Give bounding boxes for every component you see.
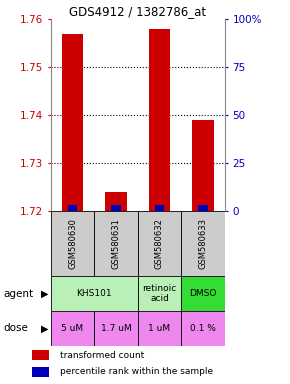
Text: 5 uM: 5 uM [61,324,84,333]
Text: transformed count: transformed count [60,351,144,360]
Text: DMSO: DMSO [189,289,217,298]
FancyBboxPatch shape [138,311,181,346]
FancyBboxPatch shape [94,211,138,276]
Text: ▶: ▶ [41,323,49,333]
Text: KHS101: KHS101 [77,289,112,298]
Text: 0.1 %: 0.1 % [190,324,216,333]
Bar [148,29,171,211]
Bar [32,367,49,377]
Text: dose: dose [3,323,28,333]
FancyBboxPatch shape [138,211,181,276]
Title: GDS4912 / 1382786_at: GDS4912 / 1382786_at [69,5,206,18]
Text: 1 uM: 1 uM [148,324,171,333]
Bar [32,351,49,360]
Text: GSM580631: GSM580631 [111,218,121,269]
Text: GSM580632: GSM580632 [155,218,164,269]
Text: percentile rank within the sample: percentile rank within the sample [60,367,213,376]
FancyBboxPatch shape [181,276,225,311]
FancyBboxPatch shape [138,276,181,311]
FancyBboxPatch shape [51,276,138,311]
FancyBboxPatch shape [51,211,94,276]
FancyBboxPatch shape [181,211,225,276]
Text: GSM580633: GSM580633 [198,218,208,269]
FancyBboxPatch shape [181,311,225,346]
Bar [105,192,127,211]
Bar [61,34,84,211]
Bar [111,205,121,211]
Text: retinoic
acid: retinoic acid [142,284,177,303]
Text: 1.7 uM: 1.7 uM [101,324,131,333]
Text: agent: agent [3,289,33,299]
Bar [68,205,77,211]
FancyBboxPatch shape [94,311,138,346]
Bar [198,205,208,211]
Bar [155,205,164,211]
FancyBboxPatch shape [51,311,94,346]
Text: GSM580630: GSM580630 [68,218,77,269]
Text: ▶: ▶ [41,289,49,299]
Bar [192,120,214,211]
